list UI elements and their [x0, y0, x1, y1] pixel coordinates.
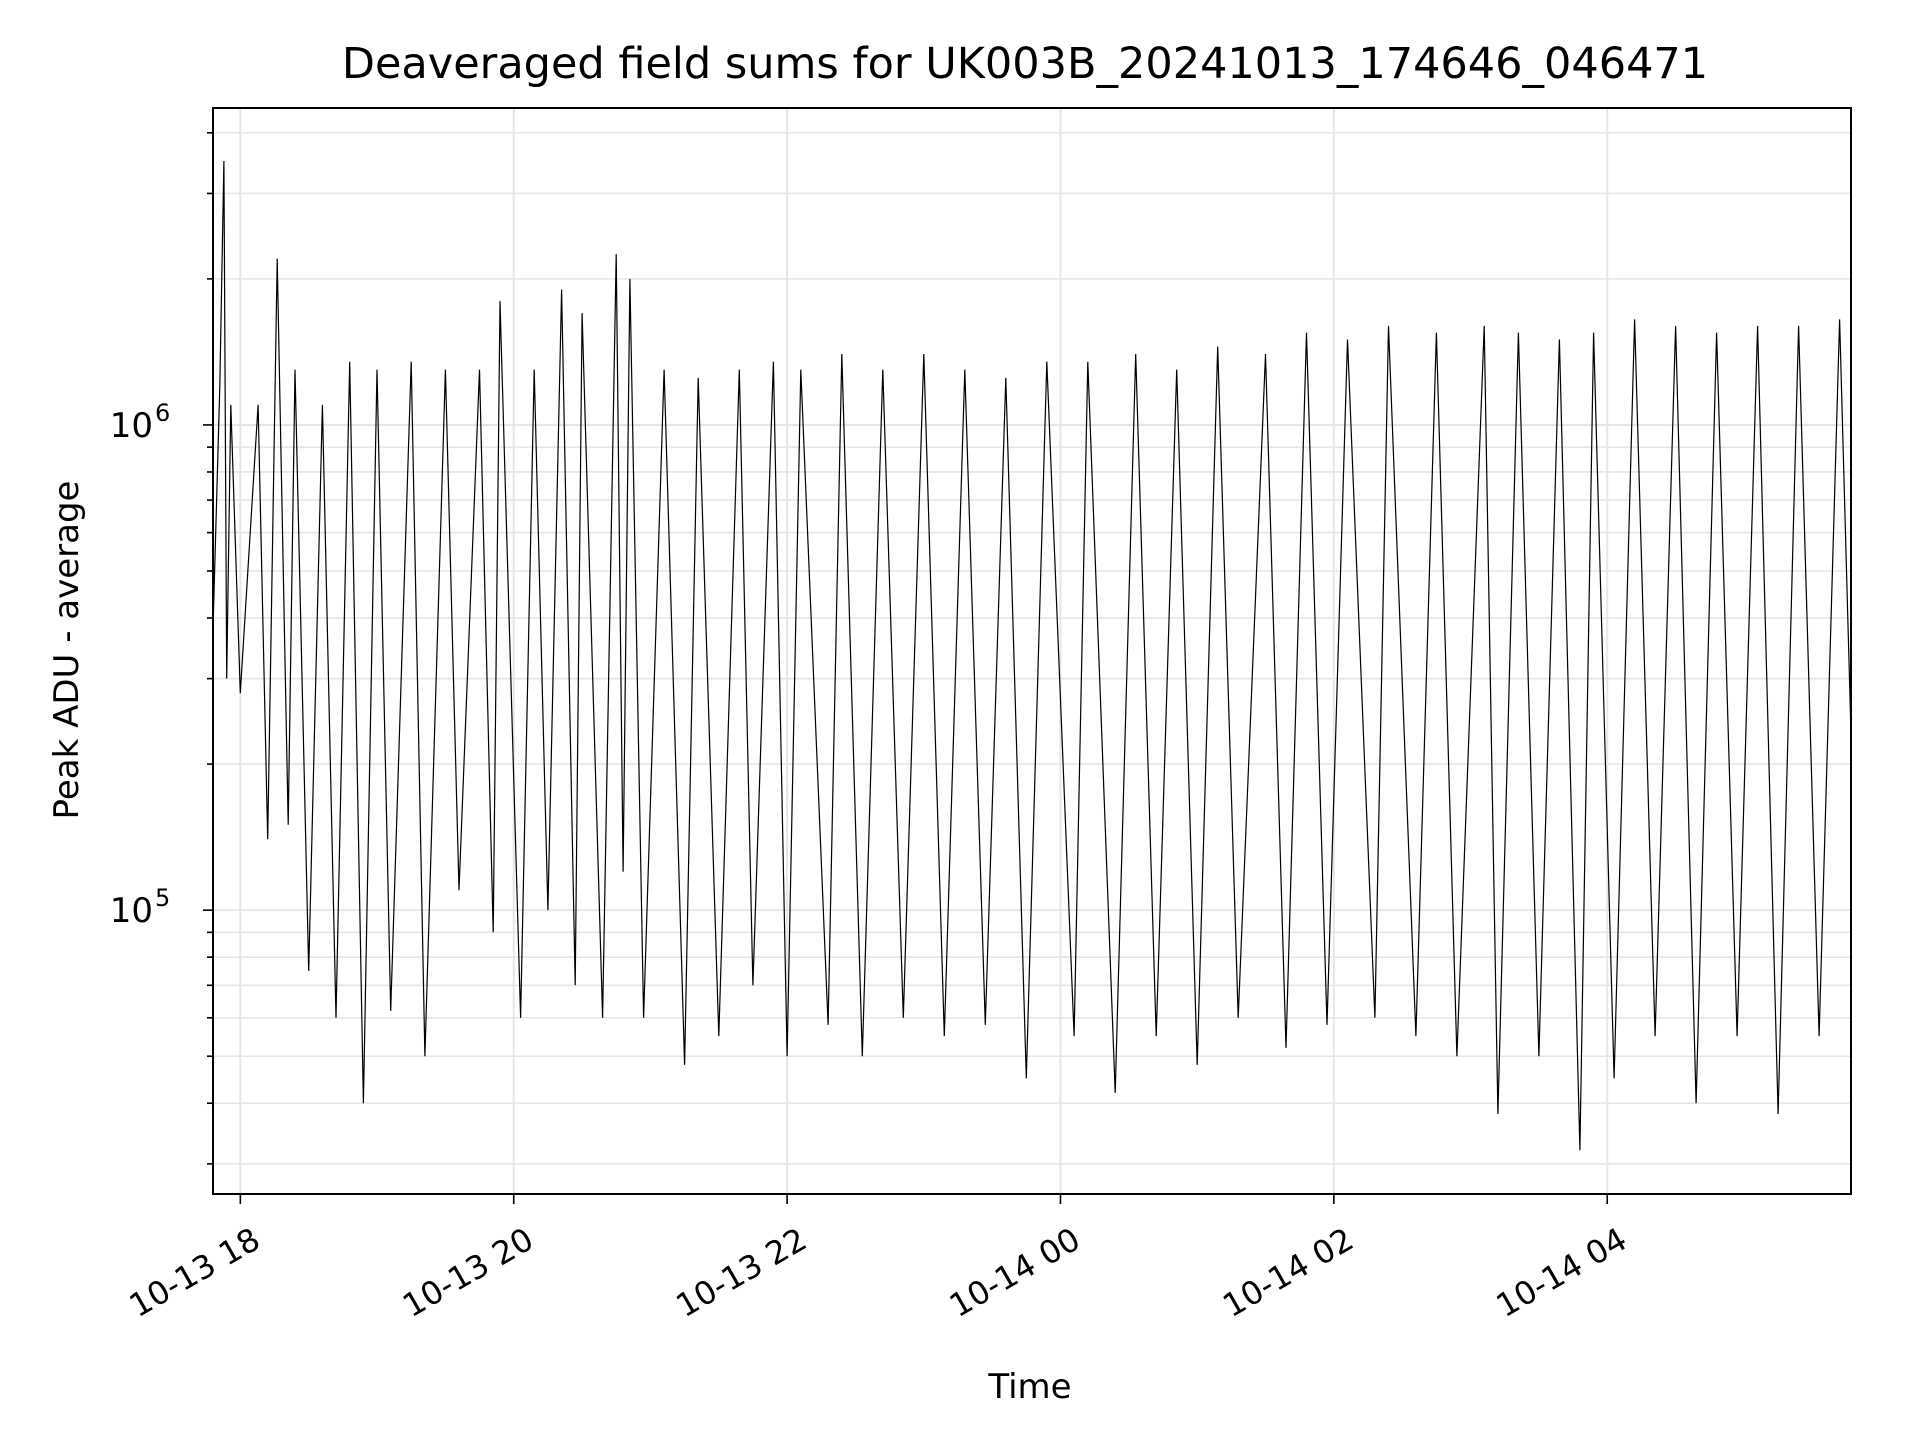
y-tick-label: 10	[110, 891, 153, 931]
x-axis-label: Time	[987, 1367, 1071, 1407]
y-tick-label: 10	[110, 406, 153, 446]
plot-frame	[212, 107, 1852, 1195]
series-line	[213, 160, 1851, 1151]
plot-area	[213, 160, 1851, 1151]
y-tick-exponent: 6	[155, 399, 170, 427]
y-tick-exponent: 5	[155, 884, 170, 912]
chart-title: Deaveraged field sums for UK003B_2024101…	[342, 39, 1708, 89]
y-axis-label: Peak ADU - average	[47, 481, 87, 820]
